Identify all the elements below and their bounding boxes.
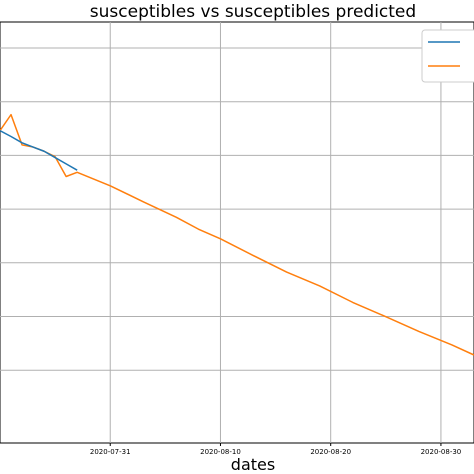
legend-box bbox=[421, 29, 474, 83]
x-tick-label: 2020-07-31 bbox=[90, 448, 131, 456]
x-tick-label: 2020-08-20 bbox=[310, 448, 351, 456]
series-lines bbox=[0, 113, 474, 356]
x-tick-label: 2020-08-10 bbox=[200, 448, 241, 456]
series-line-1 bbox=[0, 129, 78, 171]
legend bbox=[421, 29, 474, 83]
x-tick-label: 2020-08-30 bbox=[421, 448, 462, 456]
x-axis-ticks: 2020-07-31 2020-08-10 2020-08-20 2020-08-30 bbox=[90, 443, 461, 456]
chart-title: susceptibles vs susceptibles predicted bbox=[90, 2, 416, 22]
grid bbox=[0, 22, 474, 443]
x-axis-label: dates bbox=[231, 455, 275, 474]
plot-area bbox=[0, 21, 474, 444]
